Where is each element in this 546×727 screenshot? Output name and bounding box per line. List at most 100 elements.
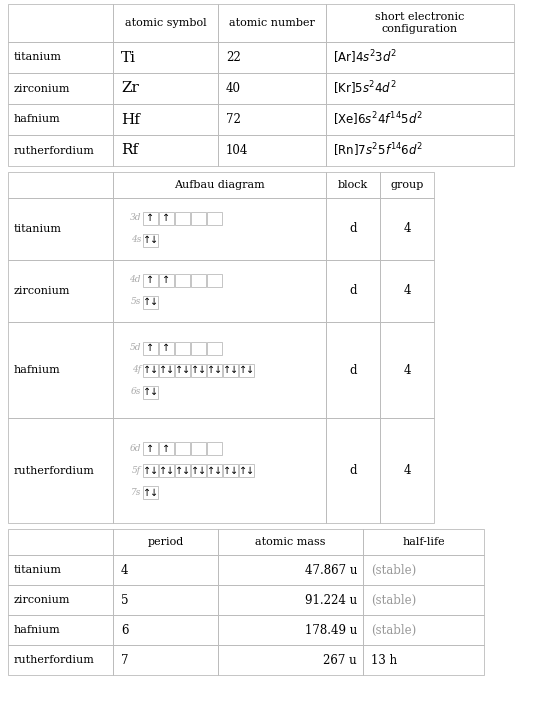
Bar [159, 364, 174, 377]
Text: ↓: ↓ [230, 465, 238, 475]
Text: 40: 40 [226, 82, 241, 95]
Bar [380, 260, 434, 322]
Bar [113, 73, 218, 104]
Bar [223, 364, 238, 377]
Text: 5s: 5s [130, 297, 141, 307]
Bar [143, 295, 158, 308]
Bar [113, 322, 326, 418]
Text: rutherfordium: rutherfordium [14, 655, 95, 665]
Text: ↑: ↑ [175, 365, 183, 375]
Text: ↓: ↓ [246, 465, 254, 475]
Text: ↑: ↑ [207, 465, 215, 475]
Text: ↑: ↑ [163, 275, 170, 285]
Bar [207, 464, 222, 477]
Text: ↑: ↑ [146, 275, 155, 285]
Text: hafnium: hafnium [14, 365, 61, 375]
Text: ↓: ↓ [230, 365, 238, 375]
Text: (stable): (stable) [371, 624, 416, 637]
Text: $[\mathregular{Xe}]6s^{2}4f^{14}5d^{2}$: $[\mathregular{Xe}]6s^{2}4f^{14}5d^{2}$ [333, 111, 423, 128]
Text: 3d: 3d [129, 214, 141, 222]
Text: ↓: ↓ [150, 465, 158, 475]
Bar [326, 135, 514, 166]
Text: 6d: 6d [129, 444, 141, 453]
Bar [326, 73, 514, 104]
Bar [143, 233, 158, 246]
Text: ↑: ↑ [146, 343, 155, 353]
Text: zirconium: zirconium [14, 84, 70, 94]
Text: ↑: ↑ [163, 213, 170, 223]
Text: 91.224 u: 91.224 u [305, 593, 357, 606]
Text: block: block [338, 180, 368, 190]
Text: 178.49 u: 178.49 u [305, 624, 357, 637]
Bar [207, 212, 222, 225]
Text: ↑: ↑ [143, 465, 151, 475]
Bar [113, 260, 326, 322]
Bar [8, 615, 113, 645]
Text: ↓: ↓ [246, 365, 254, 375]
Bar [8, 645, 113, 675]
Text: d: d [349, 284, 357, 297]
Text: 6: 6 [121, 624, 128, 637]
Bar [8, 585, 113, 615]
Bar [175, 364, 190, 377]
Text: ↑: ↑ [143, 235, 151, 245]
Bar [175, 273, 190, 286]
Text: 4: 4 [403, 284, 411, 297]
Bar [326, 198, 380, 260]
Bar [113, 198, 326, 260]
Bar [326, 42, 514, 73]
Text: short electronic: short electronic [375, 12, 465, 22]
Bar [113, 172, 326, 198]
Text: titanium: titanium [14, 52, 62, 63]
Text: Hf: Hf [121, 113, 140, 126]
Bar [8, 104, 113, 135]
Bar [8, 42, 113, 73]
Bar [113, 4, 218, 42]
Text: ↑: ↑ [207, 365, 215, 375]
Text: ↓: ↓ [198, 465, 206, 475]
Text: 4d: 4d [129, 276, 141, 284]
Bar [191, 442, 206, 455]
Bar [143, 385, 158, 398]
Bar [380, 322, 434, 418]
Text: ↑: ↑ [163, 443, 170, 454]
Bar [8, 135, 113, 166]
Text: 4: 4 [403, 222, 411, 236]
Bar [326, 322, 380, 418]
Bar [218, 135, 326, 166]
Text: ↓: ↓ [198, 365, 206, 375]
Bar [326, 104, 514, 135]
Text: half-life: half-life [402, 537, 445, 547]
Text: ↑: ↑ [143, 488, 151, 497]
Text: $[\mathregular{Ar}]4s^{2}3d^{2}$: $[\mathregular{Ar}]4s^{2}3d^{2}$ [333, 49, 397, 66]
Bar [380, 198, 434, 260]
Text: ↓: ↓ [182, 365, 190, 375]
Text: ↑: ↑ [143, 387, 151, 397]
Bar [113, 585, 218, 615]
Bar [363, 529, 484, 555]
Text: $[\mathregular{Kr}]5s^{2}4d^{2}$: $[\mathregular{Kr}]5s^{2}4d^{2}$ [333, 80, 397, 97]
Text: ↑: ↑ [239, 365, 247, 375]
Text: 22: 22 [226, 51, 241, 64]
Bar [113, 529, 218, 555]
Bar [239, 364, 254, 377]
Bar [159, 212, 174, 225]
Text: ↓: ↓ [150, 365, 158, 375]
Text: ↓: ↓ [213, 465, 222, 475]
Text: 267 u: 267 u [323, 654, 357, 667]
Text: ↑: ↑ [239, 465, 247, 475]
Text: ↓: ↓ [213, 365, 222, 375]
Text: configuration: configuration [382, 24, 458, 34]
Text: ↑: ↑ [159, 365, 167, 375]
Text: $[\mathregular{Rn}]7s^{2}5f^{14}6d^{2}$: $[\mathregular{Rn}]7s^{2}5f^{14}6d^{2}$ [333, 142, 423, 159]
Text: atomic number: atomic number [229, 18, 315, 28]
Text: ↓: ↓ [150, 387, 158, 397]
Text: d: d [349, 364, 357, 377]
Text: 6s: 6s [130, 387, 141, 396]
Text: ↑: ↑ [191, 365, 199, 375]
Bar [143, 273, 158, 286]
Bar [326, 172, 380, 198]
Text: 4s: 4s [130, 236, 141, 244]
Bar [159, 464, 174, 477]
Text: 7s: 7s [130, 488, 141, 497]
